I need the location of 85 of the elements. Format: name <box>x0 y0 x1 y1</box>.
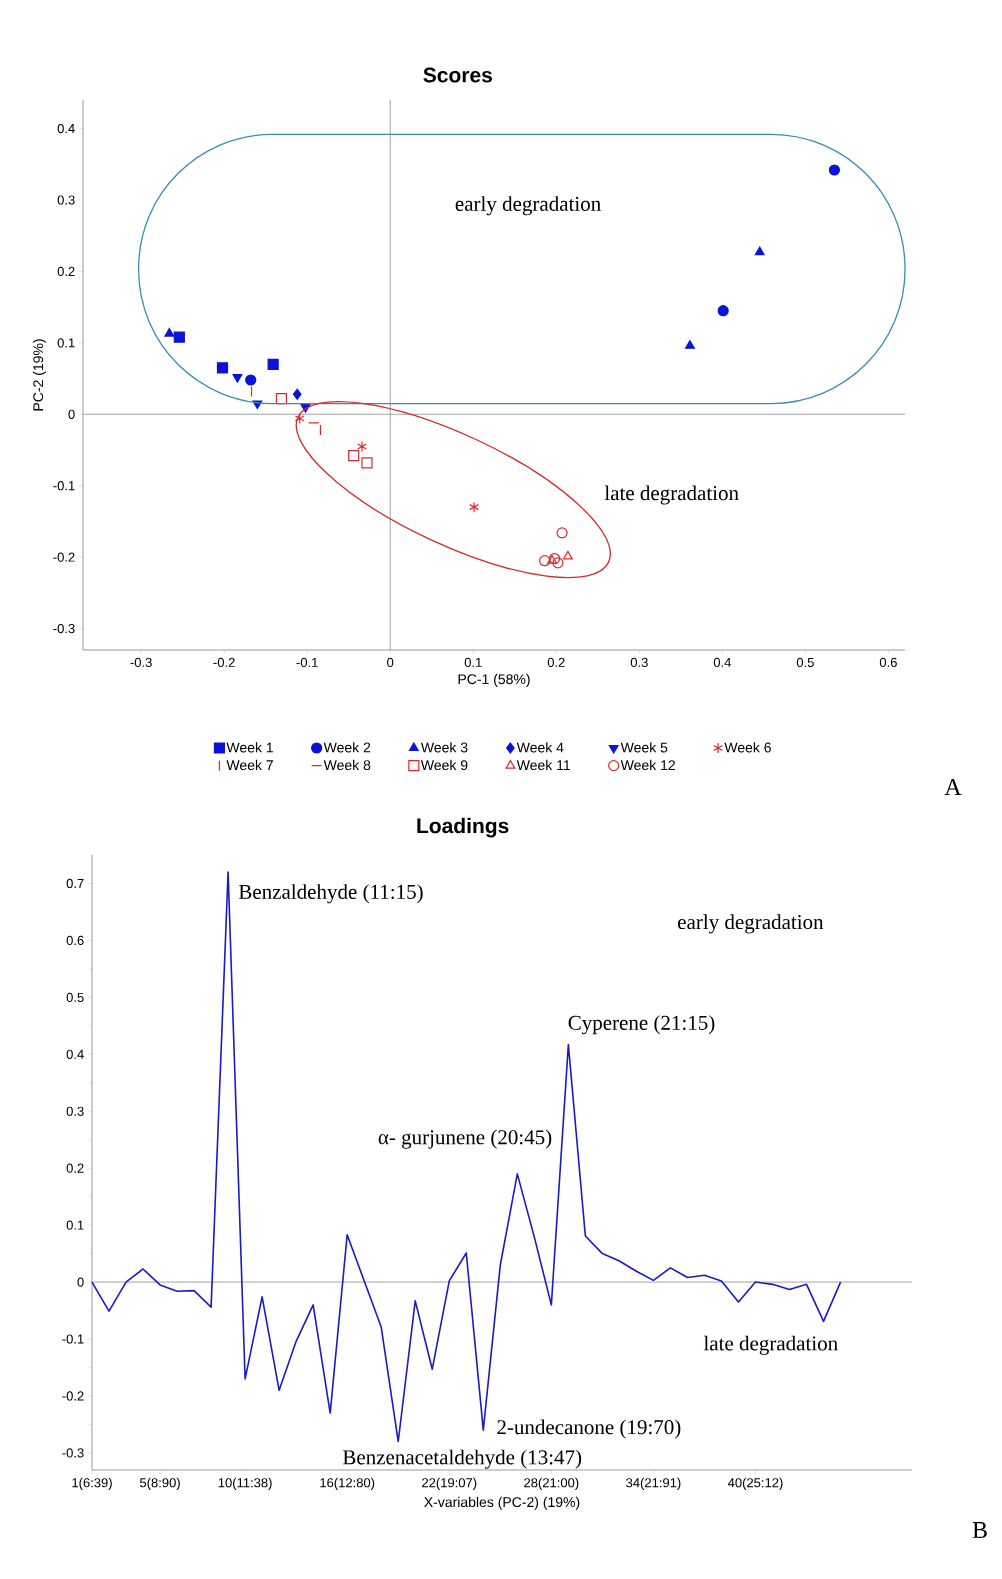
x-tick-label: -0.1 <box>296 657 318 667</box>
chart-title: Scores <box>423 67 492 83</box>
x-tick-label: 0.3 <box>630 657 648 667</box>
x-tick-label: 0.4 <box>713 657 731 667</box>
text: A <box>944 779 962 795</box>
legend-label: Week 9 <box>420 759 468 771</box>
y-tick-label: 0 <box>77 1277 84 1287</box>
point <box>556 527 568 539</box>
y-tick-label: 0.6 <box>66 935 84 946</box>
y-tick-label: 0.2 <box>66 1163 84 1173</box>
point <box>469 501 479 513</box>
legend-label: Week 3 <box>420 742 468 753</box>
y-tick-label: 0.7 <box>66 878 84 889</box>
point <box>539 555 551 567</box>
y-tick-label: -0.1 <box>53 481 75 491</box>
y-tick-label: 0.4 <box>66 1049 84 1059</box>
point <box>216 362 229 374</box>
point <box>549 552 561 565</box>
x-axis-title: X-variables (PC-2) (19%) <box>424 1496 580 1510</box>
legend-label: Week 8 <box>323 759 371 771</box>
x-axis-title: PC-1 (58%) <box>458 673 530 687</box>
legend-label: Week 11 <box>516 759 571 771</box>
x-tick-label: 16(12:80) <box>320 1477 375 1490</box>
point <box>164 327 175 337</box>
x-tick-label: 34(21:91) <box>626 1477 681 1490</box>
point <box>717 305 729 317</box>
legend-label: Week 12 <box>620 759 675 771</box>
point <box>173 331 185 343</box>
point <box>685 340 695 349</box>
annotation: early degradation <box>678 914 824 934</box>
y-tick-label: 0.1 <box>57 338 75 348</box>
point <box>267 358 279 370</box>
point <box>245 374 257 386</box>
text: B <box>972 1522 987 1538</box>
annotation: late degradation <box>703 1335 838 1355</box>
annotation: Benzenacetaldehyde (13:47) <box>342 1449 582 1469</box>
x-tick-label: 0.1 <box>464 657 482 667</box>
x-tick-label: 0.2 <box>547 657 565 667</box>
y-axis-title: PC-2 (19%) <box>32 339 46 411</box>
x-tick-label: -0.3 <box>130 657 152 667</box>
y-tick-label: 0.2 <box>57 266 75 277</box>
legend-label: Week 4 <box>516 742 564 753</box>
annotation: late degradation <box>604 485 739 505</box>
y-tick-label: -0.1 <box>62 1334 84 1344</box>
point <box>552 557 564 569</box>
annotation: Cyperene (21:15) <box>568 1015 715 1035</box>
y-tick-label: 0.3 <box>57 195 75 205</box>
point <box>828 164 841 176</box>
point <box>292 388 302 400</box>
x-tick-label: 28(21:00) <box>524 1477 579 1490</box>
legend-label: Week 2 <box>323 742 371 753</box>
x-tick-label: 40(25:12) <box>727 1477 783 1490</box>
annotation: Benzaldehyde (11:15) <box>238 884 423 904</box>
y-tick-label: -0.2 <box>62 1391 84 1401</box>
x-tick-label: 22(19:07) <box>422 1477 477 1490</box>
legend-label: Week 1 <box>226 742 273 753</box>
point <box>754 246 765 256</box>
annotation: α- gurjunene (20:45) <box>378 1129 552 1149</box>
x-tick-label: 0.5 <box>796 657 814 667</box>
y-tick-label: -0.3 <box>62 1448 84 1458</box>
legend-label: Week 6 <box>724 742 771 753</box>
x-tick-label: 10(11:38) <box>218 1477 272 1490</box>
y-tick-label: -0.2 <box>53 552 75 562</box>
annotation: early degradation <box>455 196 601 216</box>
y-tick-label: 0.5 <box>66 992 84 1002</box>
y-tick-label: 0.1 <box>66 1220 84 1230</box>
y-tick-label: 0 <box>68 409 75 419</box>
x-tick-label: 5(8:90) <box>139 1477 180 1490</box>
legend-label: Week 5 <box>620 742 668 753</box>
point <box>361 457 373 469</box>
chart-title: Loadings <box>417 817 509 838</box>
point <box>562 550 573 560</box>
y-tick-label: 0.3 <box>66 1106 84 1116</box>
y-tick-label: -0.3 <box>53 623 75 634</box>
y-tick-label: 0.4 <box>57 123 75 134</box>
x-tick-label: 1(6:39) <box>72 1477 112 1490</box>
legend-label: Week 7 <box>226 759 273 771</box>
point <box>547 555 558 564</box>
x-tick-label: 0.6 <box>879 657 897 667</box>
x-tick-label: 0 <box>387 657 394 667</box>
annotation: 2-undecanone (19:70) <box>497 1419 681 1439</box>
point <box>348 450 360 462</box>
point <box>357 440 367 453</box>
x-tick-label: -0.2 <box>213 657 235 667</box>
point <box>232 374 243 383</box>
